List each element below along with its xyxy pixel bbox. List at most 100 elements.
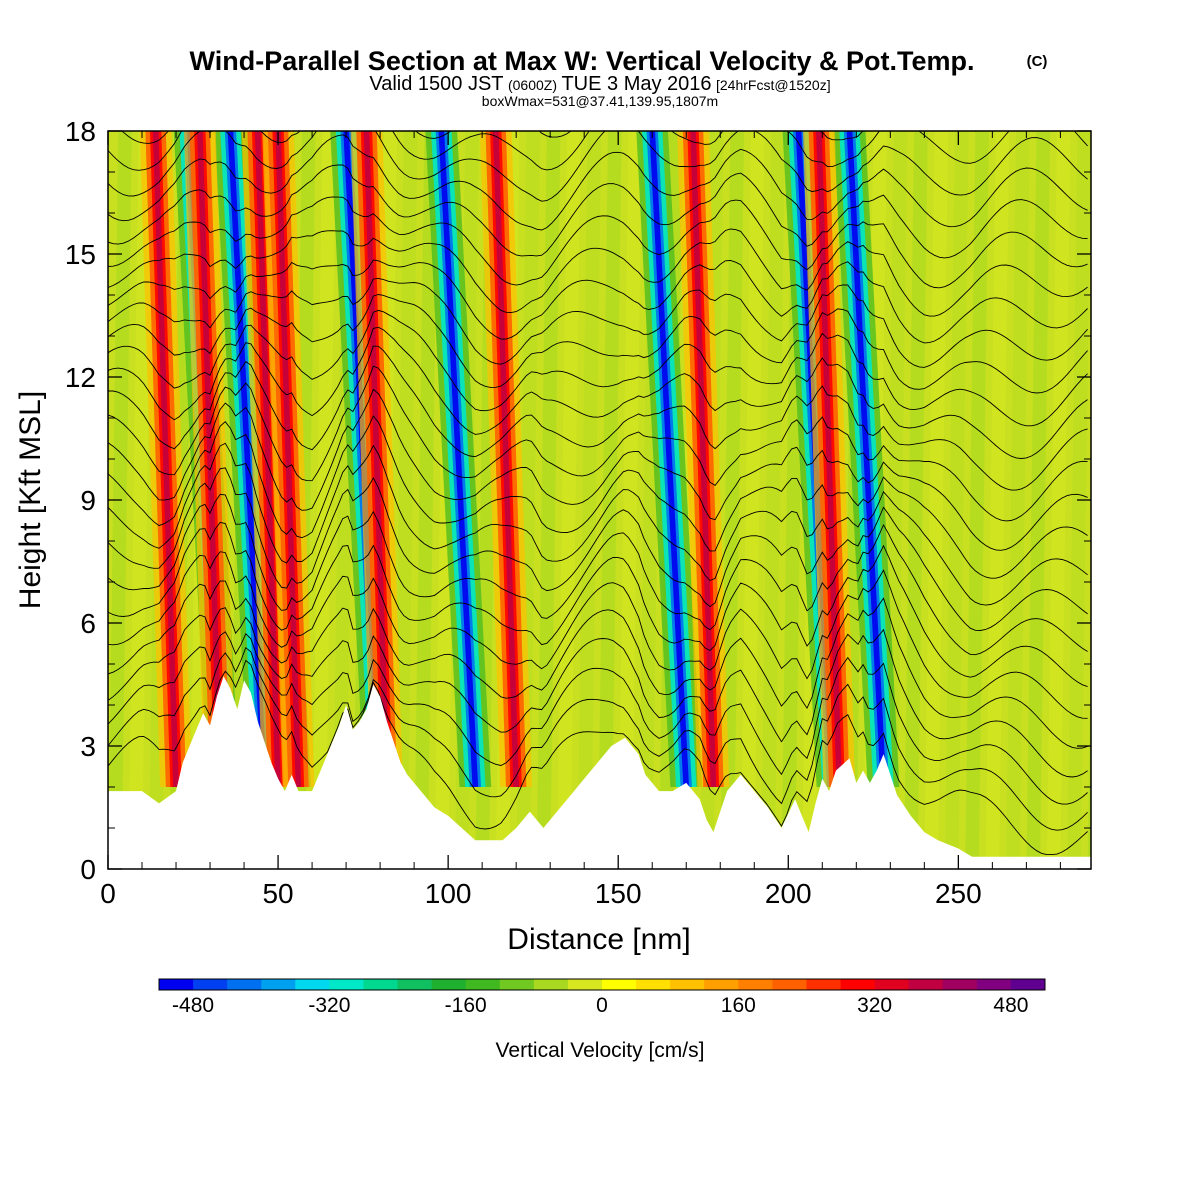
downdraft-band — [846, 131, 887, 787]
colorbar-swatch — [363, 979, 399, 990]
x-tick-label: 0 — [100, 878, 116, 909]
colorbar-tick-label: 160 — [721, 994, 756, 1017]
velocity-streak — [536, 131, 561, 869]
y-tick-label: 12 — [65, 362, 96, 393]
colorbar-swatch — [329, 979, 364, 990]
colorbar-swatch — [772, 979, 807, 990]
velocity-streak — [944, 131, 969, 869]
isentrope-contour — [108, 442, 1088, 606]
y-tick-label: 15 — [65, 239, 96, 270]
colorbar-swatch — [261, 979, 296, 990]
colorbar-swatch — [431, 979, 467, 990]
colorbar-tick-label: -480 — [172, 994, 214, 1017]
y-tick-label: 3 — [80, 731, 96, 762]
isentrope-contour — [108, 388, 1088, 551]
isentrope-contour — [108, 631, 1088, 805]
velocity-streak — [740, 131, 765, 869]
isentrope-contour — [108, 228, 1088, 317]
axis-ticks: 0 50 100 150 200 250 0 3 6 9 12 15 18 — [65, 116, 1091, 909]
isentrope-contour — [108, 415, 1088, 579]
colorbar-swatch — [670, 979, 705, 990]
isentrope-contour — [108, 580, 1088, 749]
updraft-band — [492, 131, 520, 787]
colorbar-swatch — [465, 979, 501, 990]
isentrope-contour — [108, 294, 1088, 394]
terrain — [108, 676, 1091, 869]
colorbar-swatch — [840, 979, 876, 990]
colorbar-tick-label: 0 — [596, 994, 608, 1017]
y-tick-label: 0 — [80, 854, 96, 885]
colorbar-swatch — [636, 979, 671, 990]
velocity-streak — [1005, 131, 1030, 869]
y-tick-label: 18 — [65, 116, 96, 147]
velocity-streak — [720, 131, 745, 869]
colorbar-swatch — [533, 979, 569, 990]
updraft-band — [363, 131, 390, 787]
colorbar-tick-label: -320 — [308, 994, 350, 1017]
isentrope-contour — [108, 493, 1088, 656]
colorbar: -480 -320 -160 0 160 320 480 — [158, 978, 1046, 1017]
velocity-streak — [556, 131, 581, 869]
updraft-band — [690, 131, 717, 787]
downdraft-band — [649, 131, 690, 787]
colorbar-tick-label: -160 — [445, 994, 487, 1017]
isentrope-contour — [108, 196, 1088, 289]
velocity-streak — [577, 131, 602, 869]
y-axis-label: Height [Kft MSL] — [14, 391, 47, 609]
isentrope-contour — [108, 467, 1088, 631]
velocity-streak — [312, 131, 336, 869]
x-tick-label: 50 — [262, 878, 293, 909]
isentrope-contour — [108, 277, 1088, 368]
velocity-streak — [985, 131, 1010, 869]
colorbar-swatch — [295, 979, 330, 990]
colorbar-swatch — [159, 979, 194, 990]
isentrope-contour — [108, 326, 1088, 459]
chart-title: Wind-Parallel Section at Max W: Vertical… — [190, 46, 975, 76]
isentrope-contour — [108, 131, 1088, 202]
colorbar-swatch — [1010, 979, 1046, 990]
isentrope-contour — [108, 659, 1088, 856]
colorbar-swatch — [567, 979, 603, 990]
isentrope-contour — [108, 551, 1088, 719]
colorbar-swatch — [499, 979, 535, 990]
isentrope-contour — [108, 365, 1088, 522]
y-tick-label: 6 — [80, 608, 96, 639]
colorbar-tick-label: 320 — [857, 994, 892, 1017]
isentrope-contour — [108, 309, 1088, 427]
colorbar-swatch — [806, 979, 842, 990]
colorbar-swatch — [738, 979, 773, 990]
velocity-streak — [618, 131, 643, 869]
isentrope-contour — [108, 607, 1088, 778]
colorbar-tick-label: 480 — [993, 994, 1028, 1017]
downdraft-band — [438, 131, 479, 787]
colorbar-swatch — [908, 979, 944, 990]
colorbar-swatch — [704, 979, 739, 990]
colorbar-frame — [158, 978, 1046, 991]
colorbar-swatch — [193, 979, 228, 990]
isentrope-contour — [108, 134, 1088, 231]
x-tick-label: 200 — [765, 878, 812, 909]
velocity-streak — [393, 131, 418, 869]
chart-subtitle-box: boxWmax=531@37.41,139.95,1807m — [482, 93, 718, 109]
x-tick-label: 100 — [425, 878, 472, 909]
chart-title-suffix: (C) — [1027, 53, 1048, 70]
x-axis-label: Distance [nm] — [507, 923, 690, 956]
isentrope-contour — [108, 259, 1088, 344]
velocity-field — [108, 131, 1091, 869]
isentrope-contour — [108, 164, 1088, 259]
y-tick-label: 9 — [80, 485, 96, 516]
terrain-mask — [108, 676, 1091, 869]
colorbar-swatch — [397, 979, 433, 990]
updraft-band — [275, 131, 302, 787]
colorbar-swatch — [227, 979, 262, 990]
colorbar-swatch — [976, 979, 1012, 990]
velocity-streak — [761, 131, 785, 869]
updraft-band — [197, 131, 224, 787]
velocity-streak — [1026, 131, 1051, 869]
velocity-streak — [924, 131, 949, 869]
colorbar-title: Vertical Velocity [cm/s] — [496, 1039, 705, 1062]
velocity-streak — [414, 131, 438, 869]
velocity-streak — [965, 131, 989, 869]
isentrope-contour — [108, 521, 1088, 688]
